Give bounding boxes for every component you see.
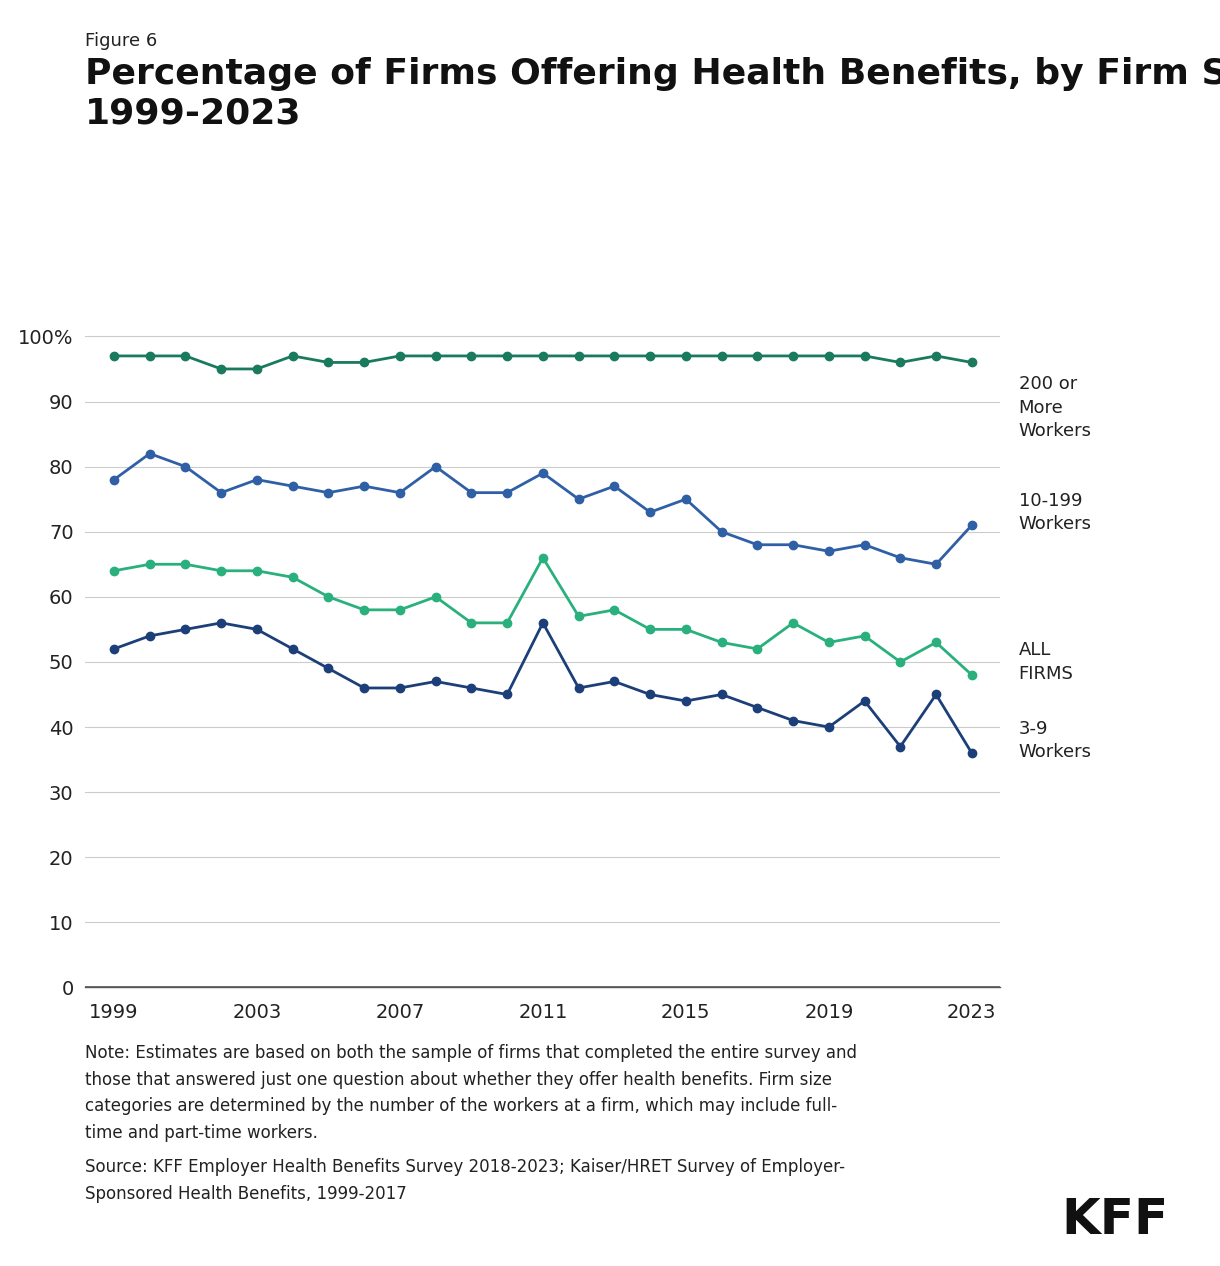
Text: Percentage of Firms Offering Health Benefits, by Firm Size,
1999-2023: Percentage of Firms Offering Health Bene…	[85, 57, 1220, 130]
Text: Source: KFF Employer Health Benefits Survey 2018-2023; Kaiser/HRET Survey of Emp: Source: KFF Employer Health Benefits Sur…	[85, 1158, 845, 1203]
Text: 10-199
Workers: 10-199 Workers	[1019, 491, 1092, 533]
Text: 3-9
Workers: 3-9 Workers	[1019, 719, 1092, 761]
Text: 200 or
More
Workers: 200 or More Workers	[1019, 375, 1092, 441]
Text: Figure 6: Figure 6	[85, 32, 157, 49]
Text: KFF: KFF	[1061, 1196, 1169, 1244]
Text: Note: Estimates are based on both the sample of firms that completed the entire : Note: Estimates are based on both the sa…	[85, 1044, 858, 1142]
Text: ALL
FIRMS: ALL FIRMS	[1019, 642, 1074, 684]
